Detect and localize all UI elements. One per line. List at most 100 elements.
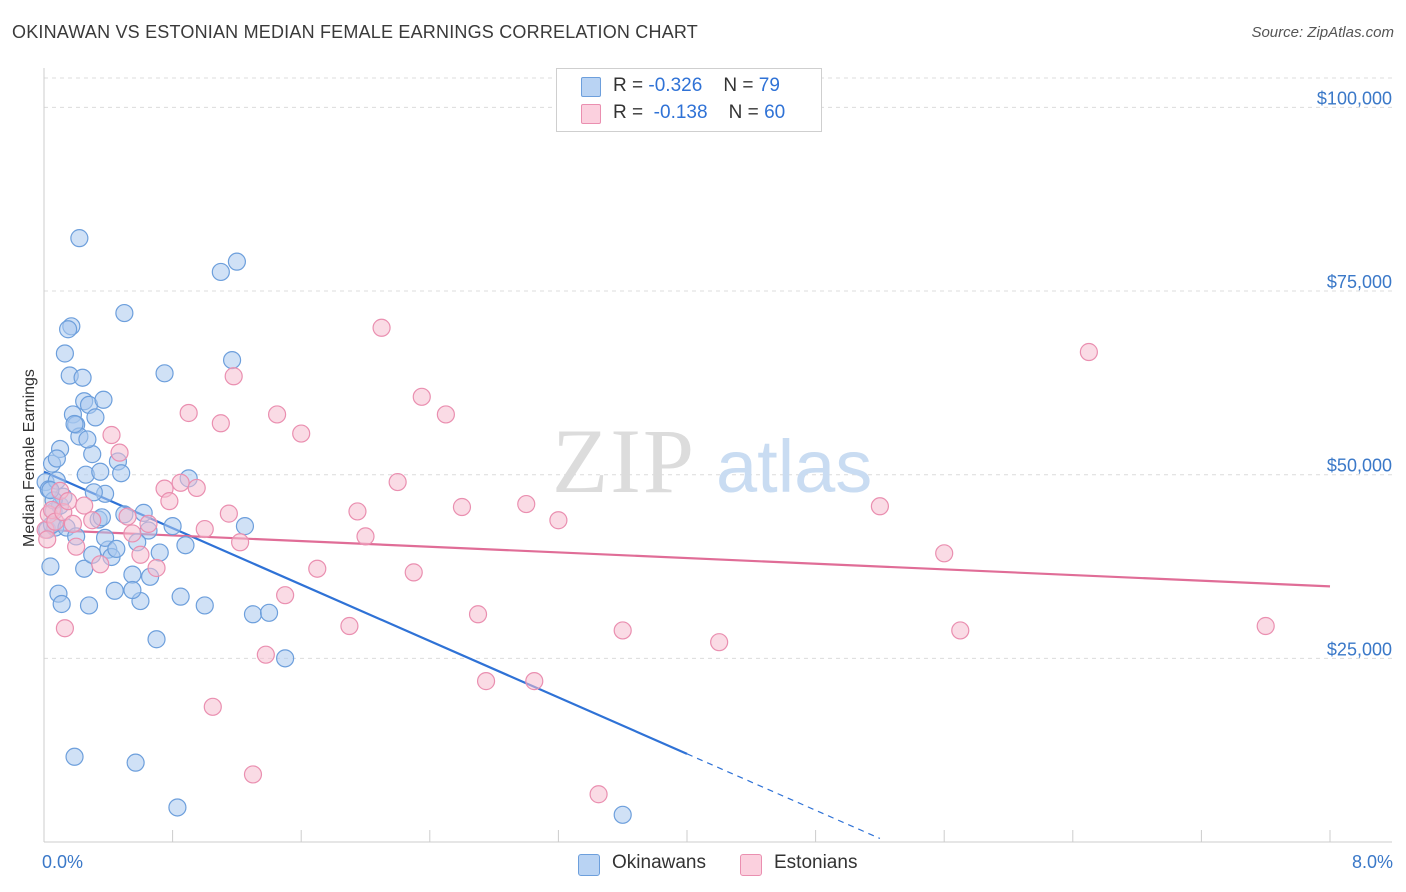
estonians-point bbox=[211, 414, 230, 433]
okinawans-point bbox=[613, 805, 632, 824]
estonians-point bbox=[525, 672, 544, 691]
estonians-point bbox=[123, 524, 142, 543]
estonians-point bbox=[219, 504, 238, 523]
estonians-point bbox=[356, 527, 375, 546]
estonians-point bbox=[308, 559, 327, 578]
okinawans-point bbox=[171, 587, 190, 606]
axes bbox=[43, 68, 1392, 843]
okinawans-point bbox=[94, 390, 113, 409]
estonians-point bbox=[517, 494, 536, 514]
estonians-point bbox=[292, 424, 311, 443]
okinawans-point bbox=[168, 798, 187, 817]
okinawans-point bbox=[79, 596, 99, 615]
estonians-point bbox=[187, 478, 206, 498]
watermark-atlas: atlas bbox=[716, 425, 872, 508]
estonians-point bbox=[63, 514, 83, 534]
estonians-point bbox=[38, 530, 57, 549]
estonians-point bbox=[67, 537, 86, 556]
estonians-point bbox=[951, 621, 970, 640]
y-tick-label: $100,000 bbox=[1317, 88, 1392, 108]
estonians-r-value: -0.138 bbox=[653, 102, 708, 123]
estonians-point bbox=[436, 405, 455, 424]
estonians-point bbox=[171, 473, 190, 492]
okinawans-point bbox=[91, 462, 110, 481]
okinawans-point bbox=[259, 603, 279, 622]
estonians-point bbox=[224, 367, 243, 386]
estonians-point bbox=[1256, 616, 1275, 636]
estonians-point bbox=[83, 511, 102, 530]
okinawans-point bbox=[163, 517, 182, 536]
okinawans-r-label: R = bbox=[613, 75, 644, 96]
okinawans-point bbox=[123, 565, 142, 584]
y-tick-labels: $25,000 $50,000 $75,000 $100,000 bbox=[1317, 88, 1392, 659]
okinawans-point bbox=[95, 528, 115, 547]
okinawans-point bbox=[126, 753, 145, 772]
estonians-point bbox=[1079, 342, 1098, 362]
okinawans-point bbox=[155, 364, 174, 383]
estonians-point bbox=[372, 318, 391, 337]
estonians-point bbox=[412, 387, 431, 406]
estonians-point bbox=[340, 616, 359, 636]
estonians-point bbox=[195, 519, 214, 539]
okinawans-point bbox=[52, 594, 71, 614]
estonians-point bbox=[231, 533, 250, 552]
estonians-n-value: 60 bbox=[764, 102, 786, 123]
gridlines bbox=[44, 77, 1392, 659]
okinawans-point bbox=[235, 517, 255, 536]
okinawans-point bbox=[78, 430, 97, 449]
estonians-point bbox=[160, 492, 179, 511]
estonians-point bbox=[404, 563, 423, 582]
estonians-point bbox=[75, 496, 94, 515]
estonians-point bbox=[468, 605, 488, 624]
okinawans-point bbox=[176, 536, 195, 555]
source-label: Source: ZipAtlas.com bbox=[1251, 24, 1394, 41]
x-axis-min-label: 0.0% bbox=[42, 852, 84, 872]
estonians-point bbox=[91, 555, 110, 574]
okinawans-point bbox=[65, 414, 84, 434]
okinawans-point bbox=[86, 408, 105, 427]
estonians-point bbox=[267, 405, 287, 424]
okinawans-point bbox=[150, 543, 169, 562]
okinawans-legend-swatch bbox=[578, 854, 600, 876]
estonians-point bbox=[139, 514, 158, 534]
okinawans-swatch bbox=[581, 77, 601, 97]
okinawans-r-value: -0.326 bbox=[648, 75, 703, 96]
okinawans-point bbox=[112, 464, 131, 483]
estonians-point bbox=[203, 697, 222, 716]
estonians-point bbox=[710, 633, 729, 652]
estonians-point bbox=[131, 545, 150, 564]
okinawans-point bbox=[115, 303, 134, 323]
watermark-zip: ZIP bbox=[552, 410, 696, 512]
estonians-point bbox=[589, 785, 608, 804]
estonians-points bbox=[36, 318, 1275, 804]
estonians-swatch bbox=[581, 104, 601, 124]
estonians-point bbox=[549, 511, 568, 530]
estonians-point bbox=[59, 492, 78, 511]
watermark: ZIP atlas bbox=[552, 410, 872, 512]
x-axis-max-label: 8.0% bbox=[1351, 852, 1393, 872]
estonians-point bbox=[102, 425, 121, 445]
okinawans-point bbox=[147, 630, 166, 649]
okinawans-point bbox=[55, 344, 74, 363]
estonians-legend-swatch bbox=[740, 854, 762, 876]
okinawans-point bbox=[41, 557, 60, 576]
estonians-stats-text: R = -0.138 N = 60 bbox=[613, 102, 785, 124]
estonians-point bbox=[348, 502, 367, 521]
okinawans-point bbox=[211, 262, 230, 282]
okinawans-point bbox=[59, 320, 78, 339]
legend-label-estonians: Estonians bbox=[774, 852, 858, 873]
legend-label-okinawans: Okinawans bbox=[612, 852, 706, 873]
okinawans-n-label: N = bbox=[723, 75, 754, 96]
estonians-n-label: N = bbox=[728, 102, 759, 123]
okinawans-point bbox=[107, 539, 126, 558]
estonians-point bbox=[55, 619, 74, 638]
okinawans-point bbox=[47, 449, 66, 468]
estonians-point bbox=[870, 497, 890, 516]
estonians-point bbox=[452, 497, 472, 517]
okinawans-stats-text: R = -0.326 N = 79 bbox=[613, 75, 780, 97]
okinawans-point bbox=[195, 596, 214, 615]
y-tick-label: $25,000 bbox=[1327, 639, 1392, 659]
estonians-point bbox=[276, 586, 295, 605]
okinawans-point bbox=[73, 368, 92, 387]
